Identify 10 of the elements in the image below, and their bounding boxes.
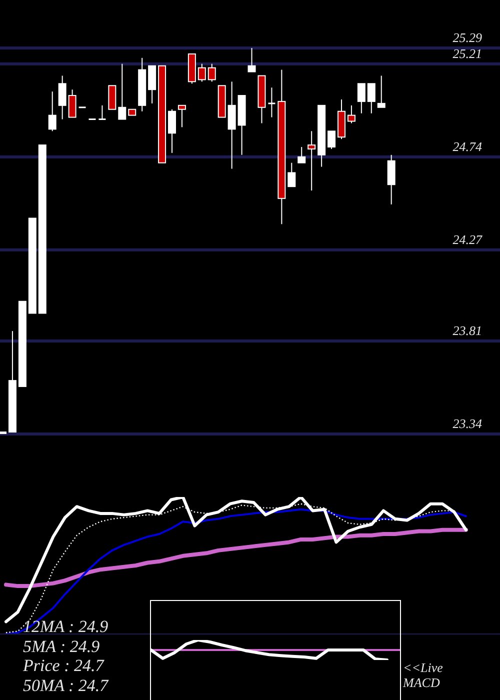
text: Price : 24.7 bbox=[23, 656, 104, 675]
y-tick-label: 24.74 bbox=[452, 138, 482, 154]
y-tick-label: 25.29 bbox=[452, 30, 482, 45]
y-tick-label: 23.34 bbox=[452, 416, 482, 431]
y-tick-label: 24.27 bbox=[452, 232, 482, 247]
text: 5MA : 24.9 bbox=[23, 636, 100, 656]
y-tick-label: 25.21 bbox=[452, 46, 482, 61]
text: <<Live MACD bbox=[403, 660, 443, 690]
text: 50MA : 24.7 bbox=[23, 676, 108, 694]
y-tick-label: 23.81 bbox=[452, 322, 482, 338]
